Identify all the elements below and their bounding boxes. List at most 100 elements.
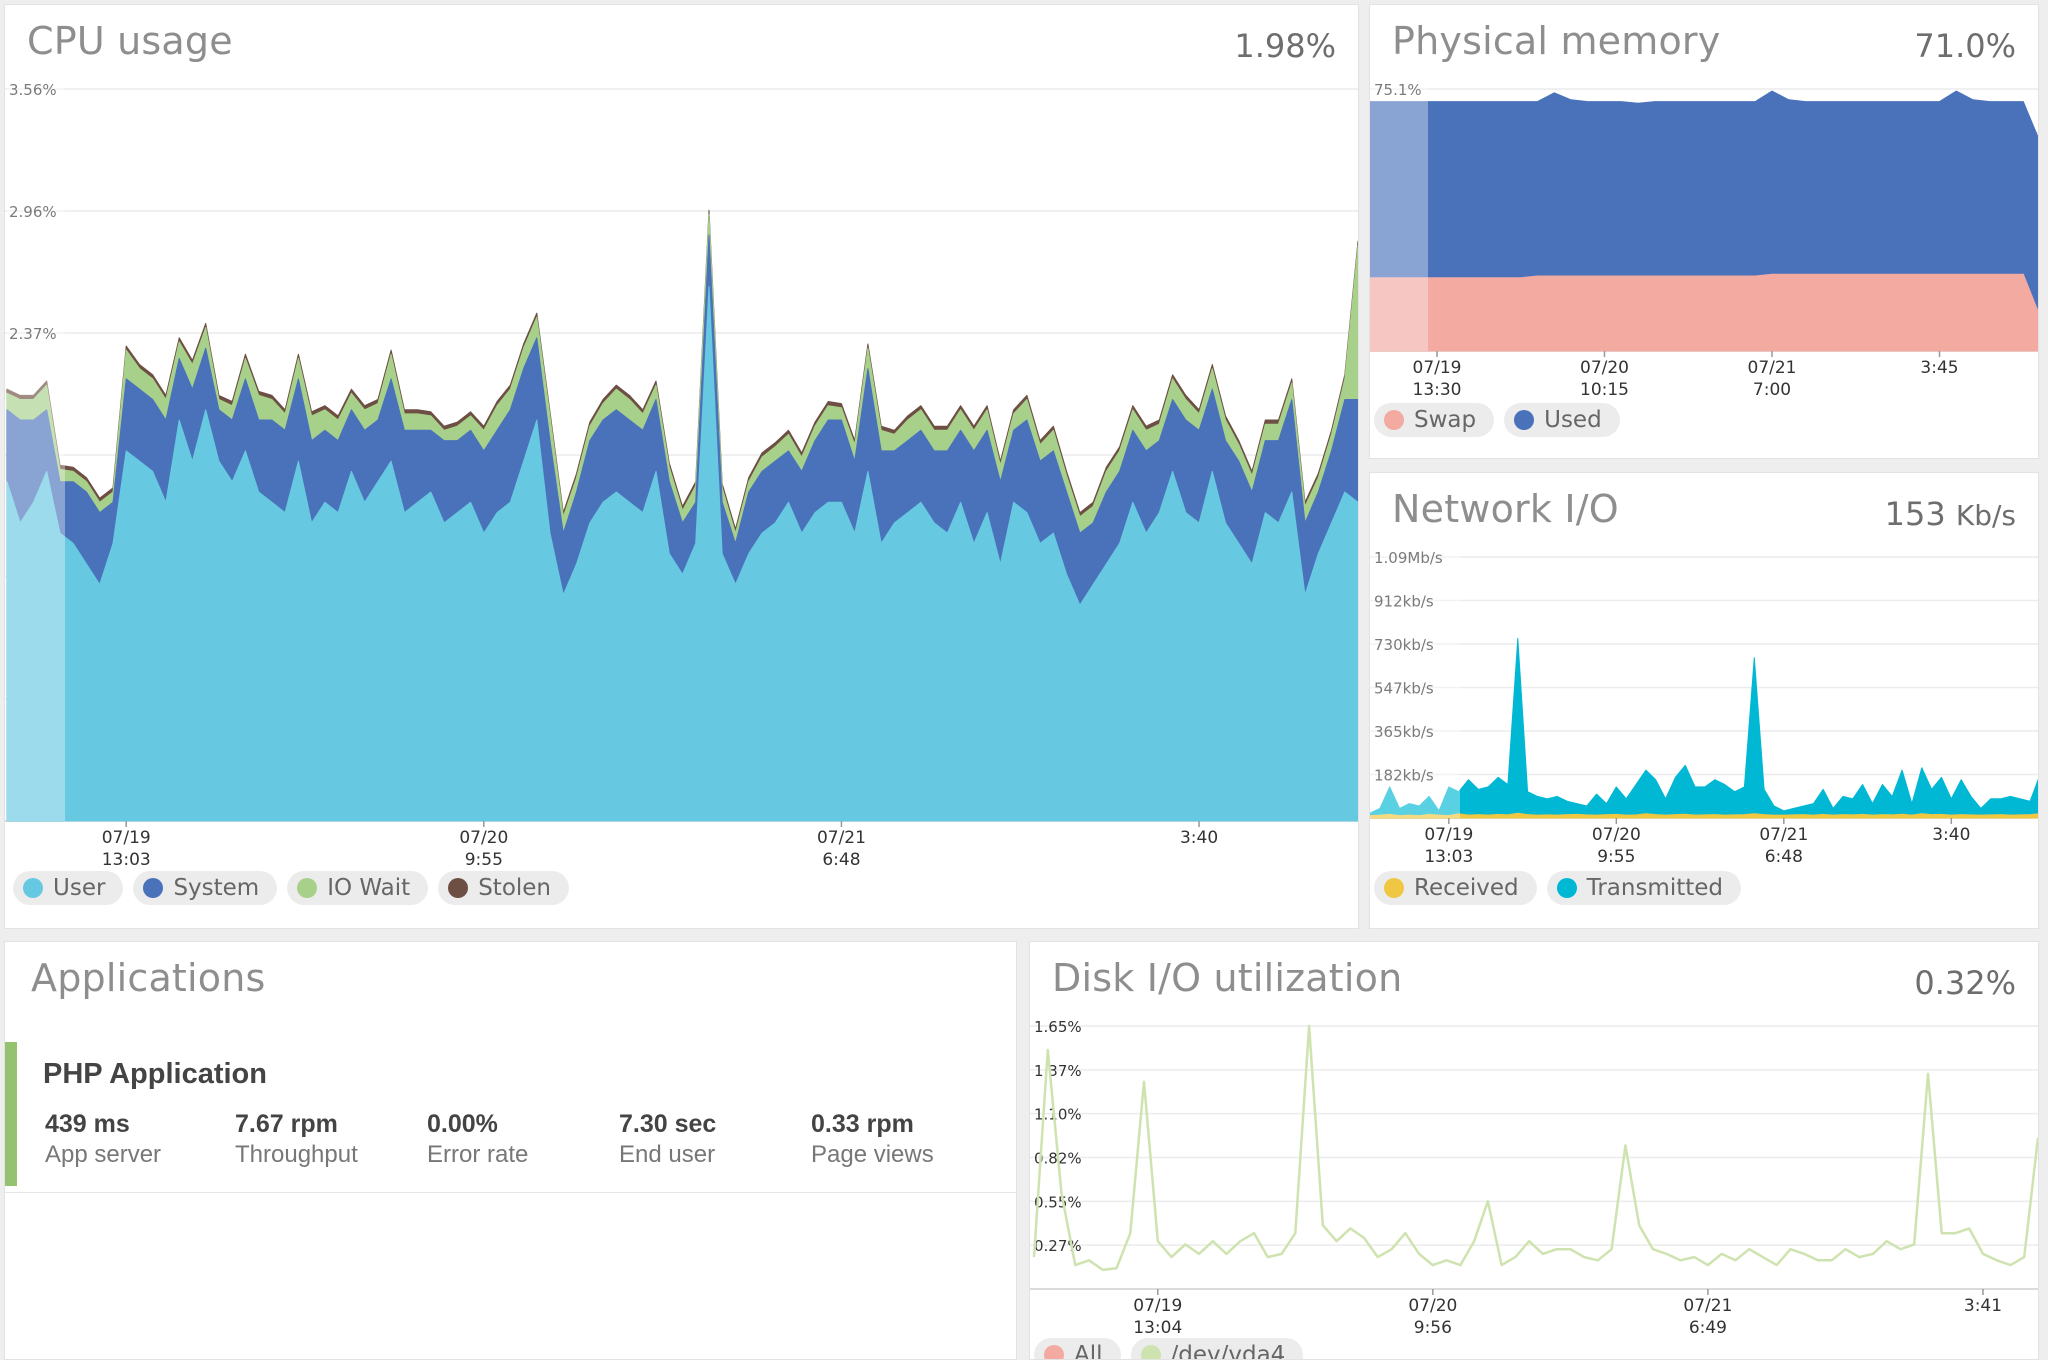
series-area-swap [1370,273,2038,352]
y-tick-label: 182kb/s [1374,767,1434,785]
x-tick-label: 07/20 [459,828,508,848]
network-io-title: Network I/O [1392,487,1619,531]
x-tick-label: 07/19 [102,828,151,848]
x-tick-label: 07/20 [1408,1296,1457,1316]
disk-legend-dev-vda4[interactable]: /dev/vda4 [1130,1338,1304,1359]
y-tick-label: 0.55% [1034,1193,1082,1211]
x-tick-label: 6:48 [822,850,860,870]
memory-legend-swap[interactable]: Swap [1374,403,1495,437]
y-tick-label: 1.65% [1034,1018,1082,1036]
network-io-value-unit: Kb/s [1955,499,2016,532]
network-io-panel: Network I/O 153 Kb/s 182kb/s 365kb/s 547kb… [1369,472,2039,929]
metric-label: End user [619,1141,716,1168]
y-tick-label: 2.96% [9,203,57,221]
metric-error-rate: 0.00% Error rate [427,1110,528,1169]
y-tick-label: 2.37% [9,325,57,343]
legend-swatch [143,878,164,898]
range-fade-overlay [7,79,65,821]
cpu-legend-stolen[interactable]: Stolen [438,871,570,905]
metric-value: 7.30 sec [619,1110,717,1138]
metric-value: 439 ms [45,1110,130,1138]
legend-label: Stolen [478,875,552,901]
metric-end-user: 7.30 sec End user [619,1110,716,1169]
x-tick-label: 6:49 [1689,1318,1727,1338]
cpu-usage-legend: User System IO Wait Stolen [13,871,570,905]
range-fade-overlay [1370,547,1460,818]
metric-label: Error rate [427,1141,529,1168]
x-tick-label: 9:55 [465,850,503,870]
y-tick-label: 365kb/s [1374,723,1434,741]
disk-io-legend: All/dev/vda4 [1034,1338,1304,1360]
application-name-link[interactable]: PHP Application [43,1058,267,1090]
network-legend-received[interactable]: Received [1374,871,1537,905]
legend-swatch [297,878,318,898]
x-tick-label: 07/21 [1748,358,1797,378]
x-tick-label: 3:40 [1932,825,1970,845]
network-legend-transmitted[interactable]: Transmitted [1546,871,1742,905]
x-tick-label: 3:40 [1180,828,1218,848]
physical-memory-legend: Swap Used [1374,403,1620,437]
legend-swatch [1044,1345,1064,1359]
network-io-value-number: 153 [1884,495,1946,533]
physical-memory-chart[interactable]: 12.5%25.0%37.5%50.1%62.6%75.1%07/1913:30… [1370,5,2039,459]
x-tick-label: 9:56 [1414,1318,1452,1338]
x-tick-label: 07/20 [1592,825,1641,845]
metric-label: Page views [811,1141,934,1168]
legend-label: Received [1414,875,1519,901]
memory-legend-used[interactable]: Used [1504,403,1620,437]
y-tick-label: 912kb/s [1374,593,1434,611]
x-tick-label: 13:04 [1133,1318,1182,1338]
legend-swatch [448,878,469,898]
y-tick-label: 547kb/s [1374,680,1434,698]
legend-swatch [1514,410,1535,430]
series-area-received [1370,812,2038,819]
legend-label: System [173,875,260,901]
cpu-usage-value: 1.98% [1234,27,1336,65]
disk-io-panel: Disk I/O utilization 0.32% 0.27% 0.55% 0.8… [1029,941,2039,1360]
series-area-user [6,285,1358,822]
y-tick-label: 730kb/s [1374,636,1434,654]
disk-io-value: 0.32% [1914,964,2016,1002]
legend-label: All [1074,1342,1103,1360]
x-tick-label: 3:41 [1964,1296,2002,1316]
disk-legend-all[interactable]: All [1034,1338,1121,1360]
y-tick-label: 3.56% [9,81,57,99]
network-io-legend: Received Transmitted [1374,871,1742,905]
legend-swatch [23,878,43,898]
legend-label: Transmitted [1586,875,1724,901]
y-tick-label: 1.37% [1034,1062,1082,1080]
cpu-legend-system[interactable]: System [133,871,278,905]
legend-label: User [53,875,106,901]
x-tick-label: 9:55 [1597,847,1635,867]
legend-swatch [1384,410,1404,430]
cpu-usage-chart[interactable]: 0.59%1.19%1.78%2.37%2.96%3.56%07/1913:03… [5,5,1359,929]
disk-io-title: Disk I/O utilization [1052,956,1403,1000]
cpu-usage-title: CPU usage [27,19,233,63]
x-tick-label: 7:00 [1753,380,1791,400]
physical-memory-value: 71.0% [1914,27,2016,65]
range-fade-overlay [1370,79,1428,351]
cpu-usage-panel: CPU usage 1.98% 0.59%1.19%1.78%2.37%2.96… [4,4,1359,929]
disk-io-chart[interactable]: 0.27%0.55%0.82%1.10%1.37%1.65%07/1913:04… [1030,942,2039,1360]
legend-label: Swap [1414,407,1477,433]
x-tick-label: 13:30 [1413,380,1462,400]
application-row[interactable]: PHP Application 439 ms App server 7.67 r… [5,1042,1016,1193]
x-tick-label: 07/19 [1413,358,1462,378]
network-io-value: 153 Kb/s [1885,495,2016,533]
metric-label: App server [45,1141,162,1168]
x-tick-label: 07/19 [1424,825,1473,845]
network-io-chart[interactable]: 182kb/s 365kb/s 547kb/s 730kb/s 912kb/s 1.09M… [1370,473,2039,929]
x-tick-label: 3:45 [1920,358,1958,378]
application-health-bar [5,1042,17,1186]
metric-throughput: 7.67 rpm Throughput [235,1110,358,1169]
series-area-transmitted [1370,637,2038,819]
physical-memory-title: Physical memory [1392,19,1721,63]
metric-label: Throughput [235,1141,358,1168]
cpu-legend-user[interactable]: User [13,871,124,905]
legend-swatch [1556,878,1577,898]
x-tick-label: 07/21 [1683,1296,1732,1316]
cpu-legend-io-wait[interactable]: IO Wait [287,871,429,905]
legend-label: Used [1544,407,1602,433]
x-tick-label: 07/21 [1759,825,1808,845]
applications-title: Applications [31,956,266,1000]
